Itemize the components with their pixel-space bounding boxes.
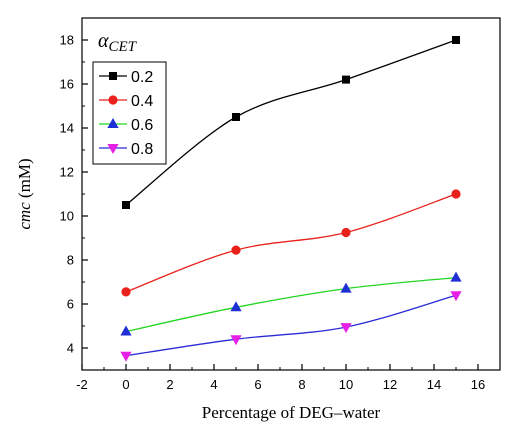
series-line-0.4 — [125, 193, 457, 293]
legend-title-sub: CET — [109, 39, 138, 55]
y-tick-label: 10 — [60, 209, 74, 224]
data-point-0.8 — [120, 351, 132, 362]
data-point-0.2 — [232, 113, 240, 121]
data-point-0.4 — [121, 287, 131, 297]
x-tick-label: 8 — [298, 377, 305, 392]
y-tick-label: 8 — [67, 253, 74, 268]
y-axis-title: cmc (mM) — [15, 158, 34, 229]
x-tick-label: -2 — [76, 377, 88, 392]
x-tick-label: 4 — [210, 377, 217, 392]
x-tick-label: 16 — [471, 377, 485, 392]
y-tick-label: 12 — [60, 165, 74, 180]
data-point-0.4 — [341, 227, 351, 238]
x-axis-title: Percentage of DEG–water — [202, 403, 381, 422]
data-point-0.6 — [230, 301, 242, 312]
legend-label: 0.8 — [131, 141, 153, 158]
data-point-0.2 — [342, 75, 350, 84]
y-tick-label: 14 — [60, 121, 74, 136]
y-axis-title-variable: cmc — [15, 202, 34, 230]
legend-marker-0.6 — [107, 118, 119, 128]
legend-marker-0.2 — [109, 72, 117, 80]
data-point-0.8 — [340, 323, 352, 334]
series-markers — [120, 36, 462, 362]
y-tick-label: 18 — [60, 33, 74, 48]
data-point-0.2 — [122, 201, 130, 209]
x-tick-label: 10 — [339, 377, 353, 392]
y-tick-label: 4 — [67, 341, 74, 356]
x-tick-label: 14 — [427, 377, 441, 392]
x-tick-label: 6 — [254, 377, 261, 392]
legend-label: 0.4 — [131, 93, 153, 110]
x-tick-label: 12 — [383, 377, 397, 392]
data-point-0.4 — [231, 245, 241, 255]
data-point-0.6 — [340, 282, 352, 293]
x-axis-ticks: -2 0 2 4 6 8 10 12 14 16 — [76, 364, 485, 392]
y-tick-label: 6 — [67, 297, 74, 312]
legend-label: 0.2 — [131, 69, 153, 86]
legend-marker-0.8 — [107, 144, 119, 154]
legend-marker-0.4 — [108, 95, 118, 105]
data-point-0.2 — [452, 36, 460, 44]
series-line-0.6 — [125, 276, 457, 333]
legend-title: αCET — [98, 30, 138, 55]
legend: αCET 0.2 0.4 0.6 0.8 — [92, 30, 167, 165]
y-axis-ticks: 4 6 8 10 12 14 16 18 — [60, 33, 88, 356]
series-lines — [125, 39, 457, 357]
data-point-0.6 — [450, 271, 462, 282]
data-point-0.8 — [450, 291, 462, 302]
y-tick-label: 16 — [60, 77, 74, 92]
x-tick-label: 0 — [122, 377, 129, 392]
y-axis-title-unit: (mM) — [15, 158, 34, 202]
data-point-0.4 — [451, 189, 461, 199]
data-point-0.8 — [230, 335, 242, 346]
legend-box — [92, 61, 167, 165]
data-point-0.6 — [120, 325, 132, 336]
legend-label: 0.6 — [131, 117, 153, 134]
x-tick-label: 2 — [166, 377, 173, 392]
series-line-0.8 — [125, 294, 457, 357]
legend-title-main: α — [98, 30, 109, 52]
series-line-0.2 — [125, 39, 457, 206]
